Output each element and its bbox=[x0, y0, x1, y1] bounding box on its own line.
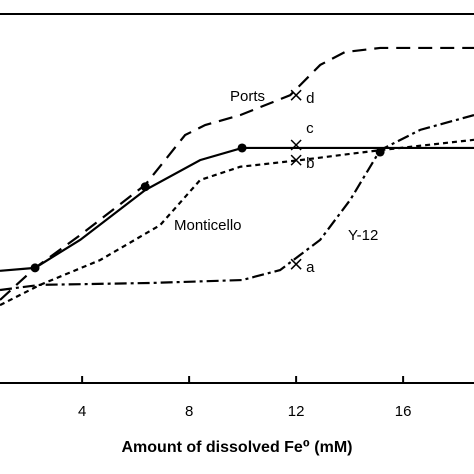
dot-marker bbox=[237, 143, 247, 153]
cross-marker bbox=[290, 89, 302, 101]
x-tick-label: 4 bbox=[78, 403, 86, 420]
cross-marker bbox=[290, 154, 302, 166]
line bbox=[0, 46, 474, 301]
dot-marker bbox=[30, 263, 40, 273]
x-tick-label: 8 bbox=[185, 403, 193, 420]
x-tick-label: 16 bbox=[395, 403, 412, 420]
x-tick-label: 12 bbox=[288, 403, 305, 420]
line bbox=[0, 114, 474, 292]
series-label: Ports bbox=[230, 88, 265, 105]
series-label: Y-12 bbox=[348, 227, 378, 244]
x-axis-title: Amount of dissolved Fe⁰ (mM) bbox=[121, 439, 352, 456]
point-label: d bbox=[306, 90, 314, 107]
line bbox=[0, 146, 474, 272]
dot-marker bbox=[375, 147, 385, 157]
line bbox=[0, 138, 474, 307]
point-label: b bbox=[306, 155, 314, 172]
cross-marker bbox=[290, 139, 302, 151]
cross-marker bbox=[290, 258, 302, 270]
point-label: a bbox=[306, 259, 315, 276]
point-label: c bbox=[306, 120, 314, 137]
dot-marker bbox=[140, 182, 150, 192]
series-label: Monticello bbox=[174, 217, 242, 234]
